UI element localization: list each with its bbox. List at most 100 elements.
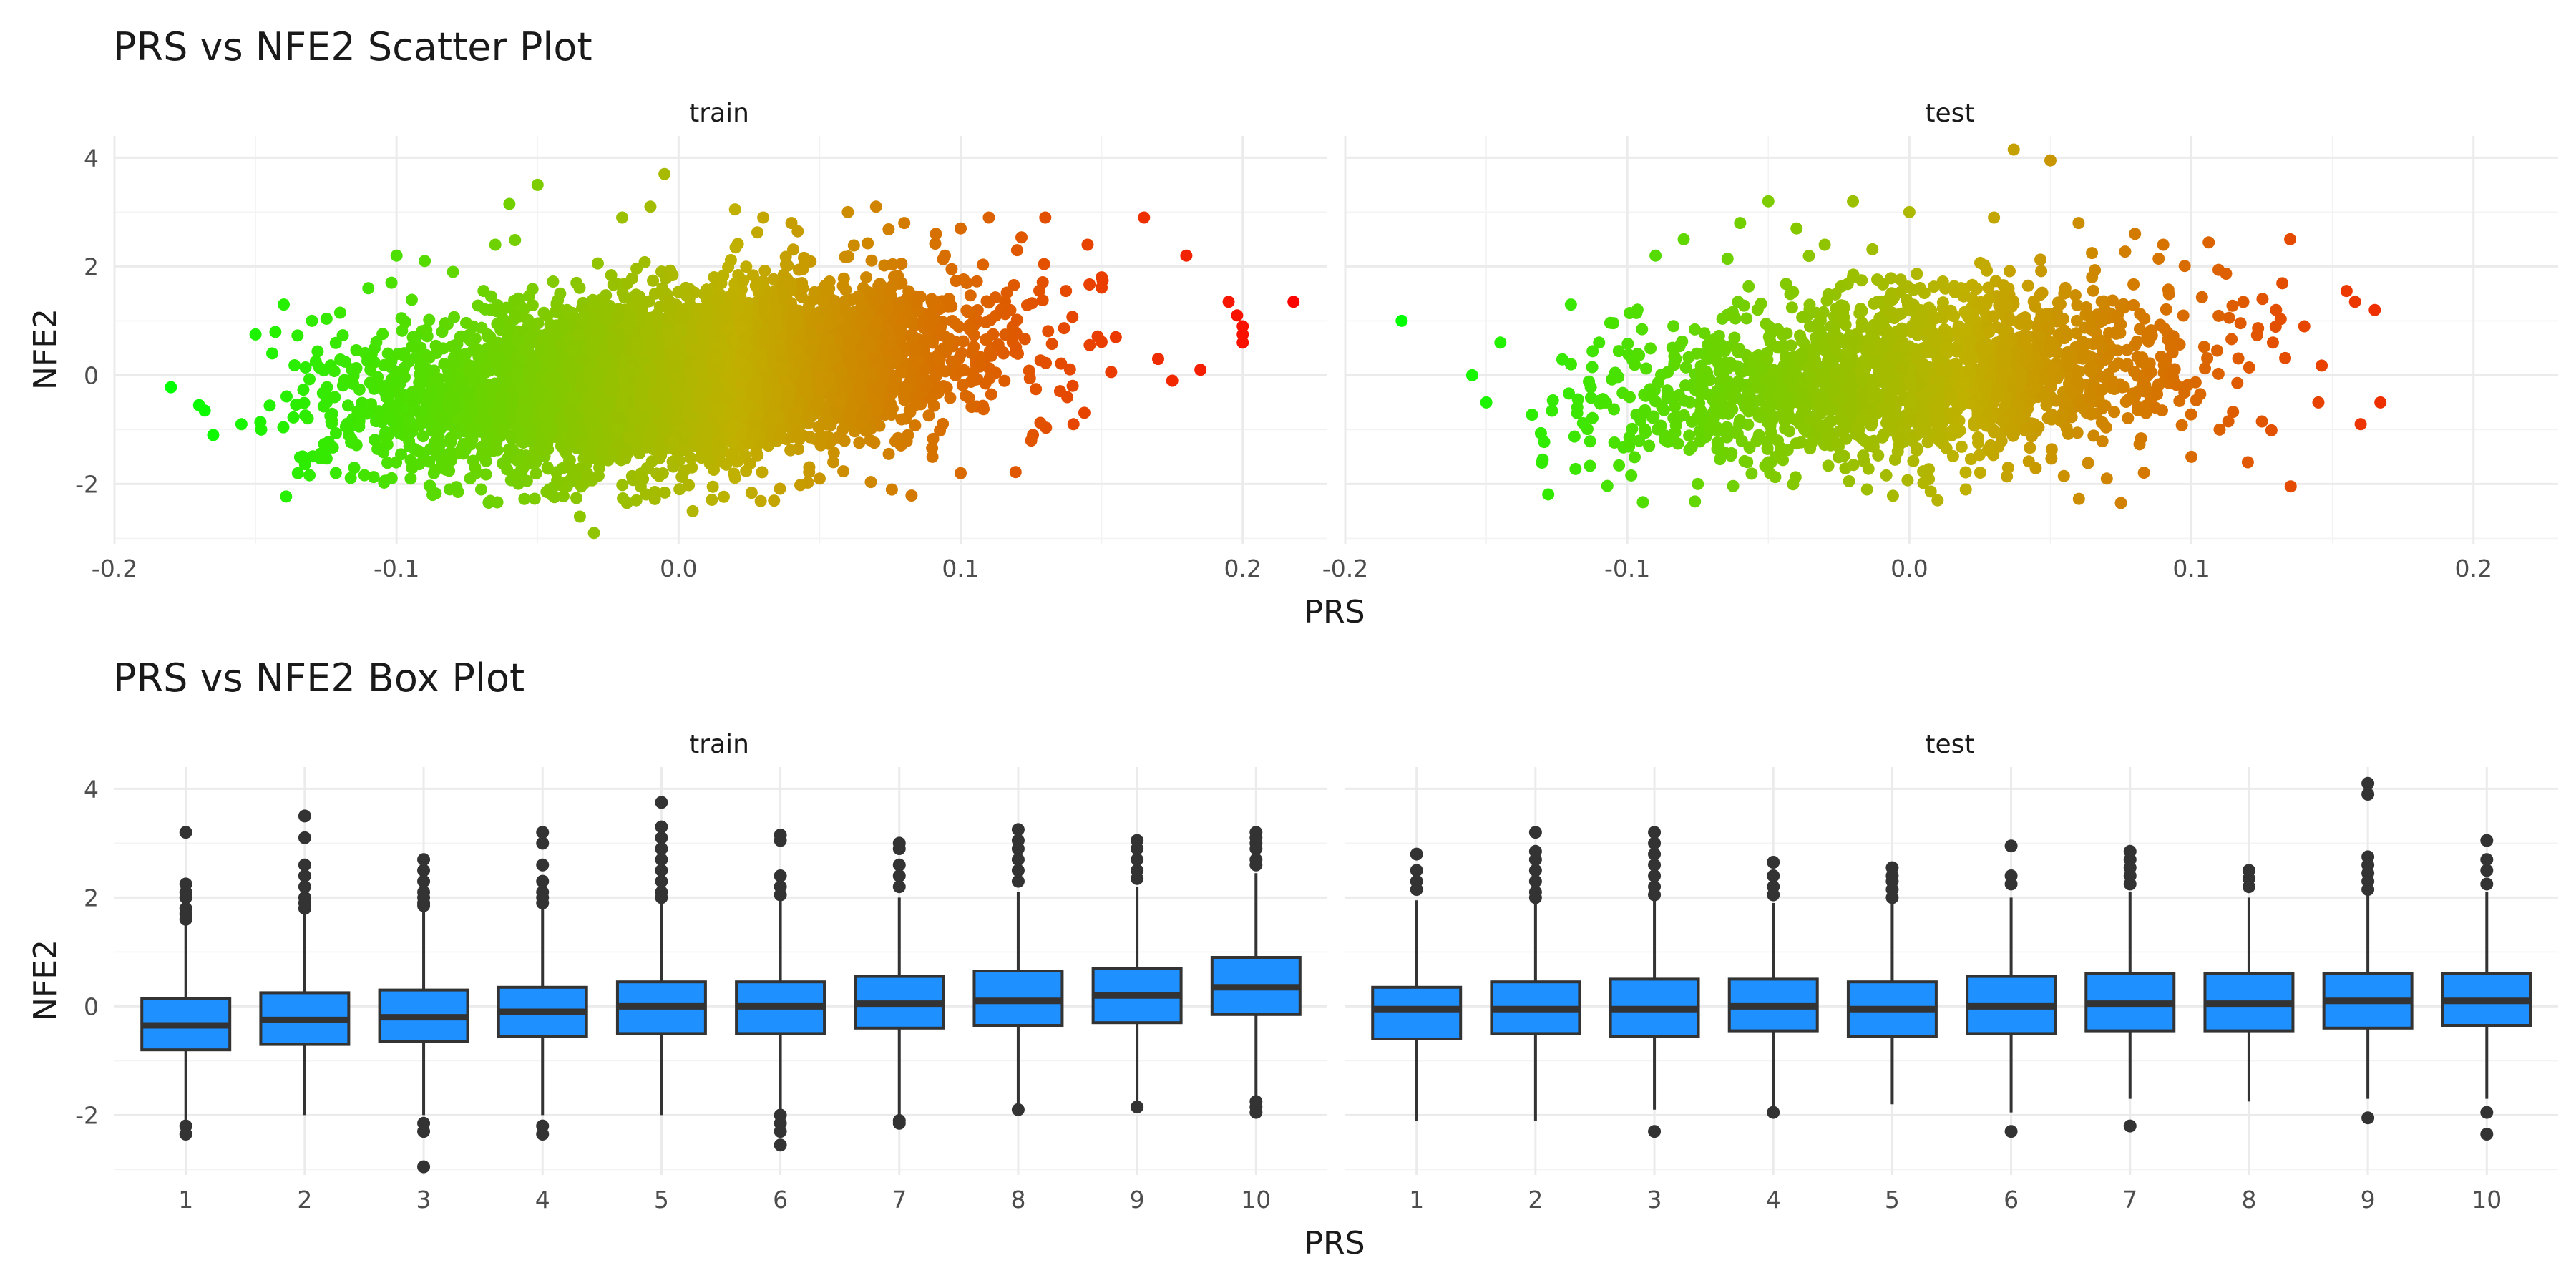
scatter-point	[533, 439, 546, 452]
scatter-point	[550, 296, 563, 309]
scatter-point	[364, 376, 376, 389]
scatter-point	[320, 312, 333, 325]
scatter-point	[930, 298, 943, 311]
scatter-point	[563, 454, 576, 467]
scatter-point	[887, 258, 899, 270]
scatter-point	[522, 289, 535, 302]
scatter-point	[297, 384, 310, 396]
scatter-point	[329, 426, 342, 439]
scatter-point	[1040, 356, 1053, 369]
scatter-point	[737, 274, 750, 287]
scatter-point	[547, 324, 560, 337]
scatter-point	[454, 384, 467, 397]
scatter-point	[385, 472, 398, 484]
scatter-point	[500, 301, 513, 314]
scatter-point	[854, 417, 867, 430]
scatter-point	[970, 275, 983, 288]
scatter-point	[525, 374, 538, 386]
x-tick-label: 0.0	[660, 555, 697, 582]
scatter-point	[750, 319, 763, 332]
scatter-panel-label-train: train	[689, 99, 749, 128]
scatter-point	[288, 359, 301, 372]
scatter-point	[444, 446, 457, 459]
x-tick-label: 0.2	[1224, 555, 1262, 582]
scatter-point	[779, 258, 792, 271]
scatter-point	[567, 394, 580, 407]
scatter-point	[477, 285, 490, 298]
scatter-point	[511, 333, 524, 346]
scatter-point	[929, 238, 942, 250]
scatter-point	[945, 263, 958, 275]
scatter-point	[482, 364, 495, 376]
scatter-point	[414, 357, 427, 370]
scatter-point	[291, 329, 304, 342]
scatter-point	[482, 331, 494, 343]
scatter-point	[872, 354, 885, 367]
scatter-point	[749, 348, 762, 361]
scatter-point	[777, 290, 790, 303]
scatter-point	[919, 335, 932, 348]
scatter-point	[287, 411, 300, 424]
scatter-point	[1006, 336, 1019, 348]
scatter-point	[444, 431, 457, 444]
scatter-point	[429, 445, 442, 458]
scatter-point	[479, 303, 492, 316]
scatter-point	[381, 410, 394, 423]
scatter-point	[363, 353, 376, 366]
scatter-point	[1060, 285, 1073, 298]
scatter-point	[799, 385, 811, 398]
scatter-point	[701, 310, 714, 323]
scatter-point	[441, 399, 454, 411]
scatter-point-cloud	[254, 223, 1118, 509]
scatter-point	[547, 275, 560, 288]
scatter-point	[464, 376, 477, 389]
scatter-point	[927, 432, 940, 445]
scatter-point	[872, 381, 884, 394]
scatter-point	[303, 373, 316, 386]
scatter-point	[532, 317, 545, 330]
scatter-point	[266, 347, 279, 360]
scatter-point	[824, 390, 837, 403]
scatter-point	[803, 461, 816, 474]
scatter-point	[546, 356, 559, 369]
scatter-point	[469, 461, 482, 474]
scatter-point	[277, 421, 290, 434]
scatter-point	[937, 417, 950, 430]
scatter-point	[774, 429, 786, 442]
scatter-point	[370, 336, 383, 348]
scatter-point	[510, 421, 523, 434]
scatter-point	[491, 318, 504, 331]
scatter-point	[784, 395, 797, 408]
scatter-point	[472, 351, 485, 364]
scatter-point	[526, 299, 539, 312]
scatter-point	[656, 286, 669, 298]
scatter-point	[726, 448, 739, 461]
scatter-point	[784, 444, 797, 457]
scatter-point	[799, 375, 812, 388]
scatter-point	[328, 365, 341, 378]
scatter-point	[443, 483, 456, 496]
scatter-point	[793, 396, 806, 409]
scatter-point	[902, 429, 914, 441]
scatter-point	[518, 492, 531, 505]
scatter-point	[303, 469, 316, 482]
scatter-point	[673, 483, 686, 496]
scatter-point	[541, 310, 554, 323]
scatter-point	[882, 447, 895, 460]
scatter-point	[786, 243, 799, 256]
scatter-point	[429, 339, 442, 352]
scatter-point	[666, 436, 679, 449]
scatter-point	[868, 436, 881, 449]
scatter-point	[728, 467, 741, 480]
scatter-point	[767, 273, 780, 286]
scatter-point	[816, 295, 829, 308]
scatter-point	[383, 388, 396, 401]
scatter-point	[490, 305, 503, 318]
scatter-point	[909, 399, 922, 411]
scatter-point	[686, 331, 698, 344]
scatter-point	[887, 384, 900, 397]
scatter-point	[895, 258, 908, 270]
scatter-point	[630, 293, 643, 306]
scatter-point	[761, 387, 774, 400]
scatter-point	[508, 294, 521, 307]
